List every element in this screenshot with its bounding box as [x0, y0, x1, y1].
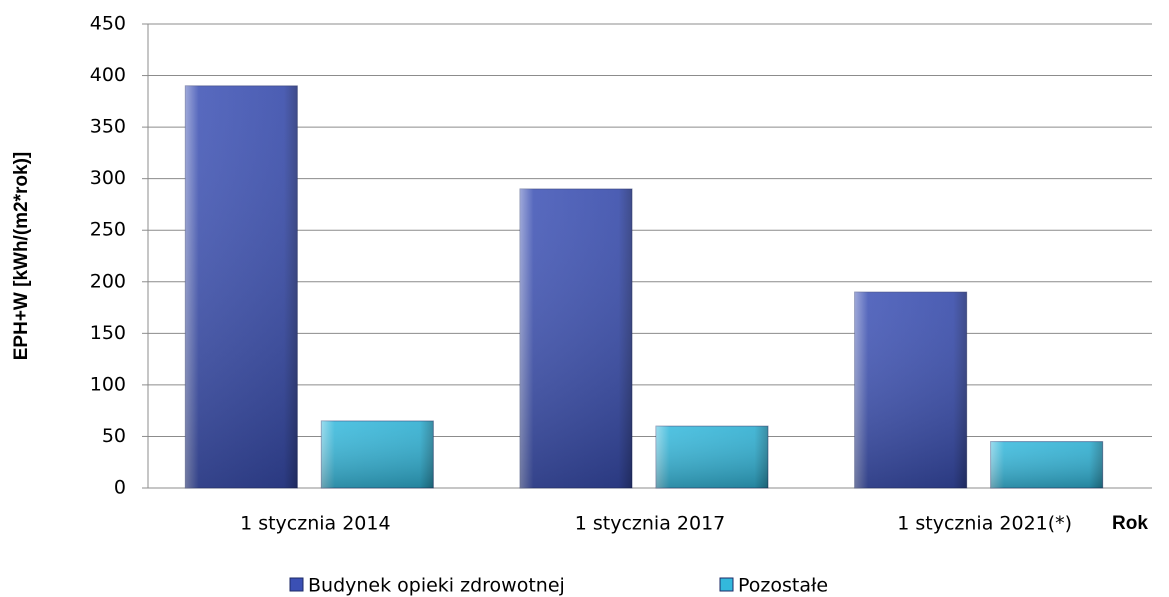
bar: [519, 188, 633, 489]
y-tick-label: 100: [90, 373, 126, 395]
y-tick-label: 300: [90, 167, 126, 189]
bar: [990, 441, 1104, 489]
bar: [854, 291, 968, 489]
legend-swatch: [719, 577, 734, 592]
y-tick-label: 150: [90, 322, 126, 344]
y-tick-label: 200: [90, 270, 126, 292]
y-tick-label: 0: [114, 477, 126, 499]
bar: [655, 425, 769, 489]
y-tick-label: 400: [90, 64, 126, 86]
x-tick-label: 1 stycznia 2014: [240, 513, 391, 535]
x-tick-label: 1 stycznia 2017: [575, 513, 726, 535]
legend-label: Pozostałe: [738, 575, 828, 597]
bar: [184, 85, 298, 489]
x-axis-label: Rok: [1112, 513, 1148, 534]
y-tick-label: 250: [90, 219, 126, 241]
bar: [320, 420, 434, 489]
legend-swatch: [289, 577, 304, 592]
legend-label: Budynek opieki zdrowotnej: [308, 575, 565, 597]
y-axis-label: EPH+W [kWh/(m2*rok)]: [11, 152, 32, 361]
y-tick-label: 350: [90, 116, 126, 138]
x-tick-label: 1 stycznia 2021(*): [897, 513, 1072, 535]
y-tick-label: 50: [102, 425, 126, 447]
y-tick-label: 450: [90, 13, 126, 35]
